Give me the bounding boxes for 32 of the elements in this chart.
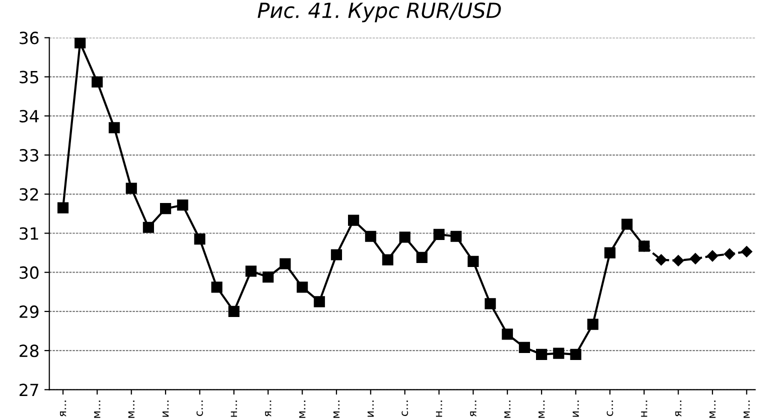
x-tick-label: с… — [606, 400, 614, 416]
x-tick-label: м… — [538, 400, 545, 418]
x-tick-label: я… — [60, 400, 66, 417]
x-tick-label: с… — [402, 400, 408, 416]
x-tick-label: н… — [436, 400, 442, 417]
x-tick-label: м… — [709, 400, 716, 418]
x-tick-label: я… — [675, 400, 682, 417]
x-tick-label: м… — [333, 400, 340, 418]
x-tick-label: м… — [744, 400, 750, 418]
y-tick-label: 36 — [20, 32, 39, 44]
x-tick-label: н… — [641, 400, 648, 417]
y-tick-label: 35 — [20, 70, 38, 84]
x-tick-label: и… — [572, 400, 579, 417]
x-tick-label: н… — [230, 400, 237, 417]
y-tick-label: 33 — [20, 148, 38, 162]
x-tick-label: м… — [299, 400, 306, 418]
y-tick-label: 31 — [20, 227, 38, 240]
y-tick-label: 27 — [20, 384, 38, 396]
x-tick-label: и… — [368, 400, 374, 417]
y-tick-label: 30 — [20, 266, 39, 279]
x-tick-label: м… — [128, 400, 134, 418]
x-tick-label: я… — [265, 400, 272, 417]
y-tick-label: 28 — [20, 344, 38, 358]
x-tick-label: с… — [196, 400, 203, 416]
x-tick-label: м… — [504, 400, 510, 418]
chart-title: Рис. 41. Курс RUR/USD — [258, 2, 501, 22]
y-tick-label: 34 — [20, 110, 39, 122]
y-tick-label: 29 — [20, 305, 38, 318]
x-tick-label: м… — [94, 400, 100, 418]
x-tick-label: и… — [162, 400, 169, 417]
x-tick-label: я… — [470, 400, 476, 417]
y-tick-label: 32 — [20, 188, 38, 201]
